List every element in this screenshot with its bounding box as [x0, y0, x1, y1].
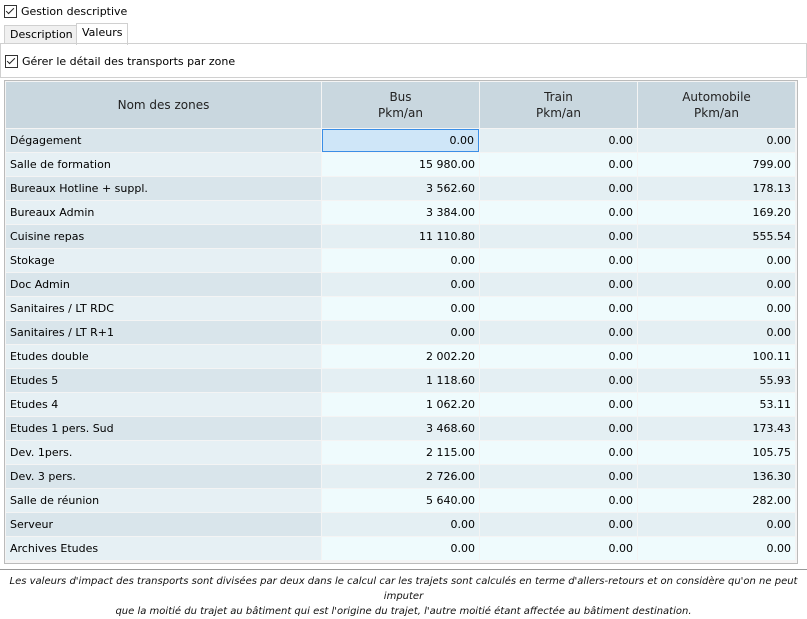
- value-cell[interactable]: 0.00: [480, 441, 637, 464]
- value-cell[interactable]: 0.00: [480, 177, 637, 200]
- header-text: Pkm/an: [536, 106, 581, 120]
- value-cell[interactable]: 0.00: [480, 273, 637, 296]
- value-cell[interactable]: 0.00: [638, 249, 795, 272]
- zone-name: Cuisine repas: [6, 225, 321, 248]
- separator: [0, 569, 807, 570]
- zone-name: Dégagement: [6, 129, 321, 152]
- value-cell[interactable]: 173.43: [638, 417, 795, 440]
- tab[interactable]: Description: [4, 25, 79, 44]
- value-cell[interactable]: 0.00: [480, 537, 637, 560]
- table: Nom des zones Bus Pkm/an Train Pkm/an Automob…: [4, 80, 798, 564]
- zone-name: Bureaux Admin: [6, 201, 321, 224]
- column-header: Nom des zones: [6, 82, 321, 128]
- zone-name: Sanitaires / LT R+1: [6, 321, 321, 344]
- value-cell[interactable]: 2 002.20: [322, 345, 479, 368]
- footnote-line: que la moitié du trajet au bâtiment qui …: [115, 606, 692, 617]
- header-text: Bus: [389, 90, 412, 104]
- value-cell[interactable]: 0.00: [480, 225, 637, 248]
- label: Gestion descriptive: [21, 5, 128, 18]
- value-cell[interactable]: 0.00: [638, 321, 795, 344]
- value-cell[interactable]: 0.00: [480, 129, 637, 152]
- zone-name: Etudes double: [6, 345, 321, 368]
- value-cell[interactable]: 2 726.00: [322, 465, 479, 488]
- value-cell[interactable]: 0.00: [638, 273, 795, 296]
- zone-name: Salle de réunion: [6, 489, 321, 512]
- value-cell[interactable]: 0.00: [322, 129, 479, 152]
- value-cell[interactable]: 0.00: [480, 201, 637, 224]
- value-cell[interactable]: 0.00: [638, 513, 795, 536]
- column-header: Train Pkm/an: [480, 82, 637, 128]
- header-text: Pkm/an: [694, 106, 739, 120]
- value-cell[interactable]: 0.00: [480, 513, 637, 536]
- column-header: Automobile Pkm/an: [638, 82, 795, 128]
- value-cell[interactable]: 55.93: [638, 369, 795, 392]
- value-cell[interactable]: 0.00: [480, 369, 637, 392]
- zone-name: Sanitaires / LT RDC: [6, 297, 321, 320]
- zone-name: Dev. 1pers.: [6, 441, 321, 464]
- zone-name: Etudes 4: [6, 393, 321, 416]
- zone-name: Serveur: [6, 513, 321, 536]
- zone-name: Etudes 1 pers. Sud: [6, 417, 321, 440]
- zone-name: Salle de formation: [6, 153, 321, 176]
- value-cell[interactable]: 100.11: [638, 345, 795, 368]
- value-cell[interactable]: 0.00: [322, 249, 479, 272]
- value-cell[interactable]: 555.54: [638, 225, 795, 248]
- header-text: Automobile: [682, 90, 751, 104]
- tab[interactable]: Valeurs: [76, 23, 129, 45]
- value-cell[interactable]: 1 062.20: [322, 393, 479, 416]
- value-cell[interactable]: 0.00: [480, 489, 637, 512]
- value-cell[interactable]: 5 640.00: [322, 489, 479, 512]
- value-cell[interactable]: 0.00: [322, 321, 479, 344]
- value-cell[interactable]: 0.00: [638, 129, 795, 152]
- value-cell[interactable]: 3 384.00: [322, 201, 479, 224]
- value-cell[interactable]: 0.00: [322, 537, 479, 560]
- value-cell[interactable]: 282.00: [638, 489, 795, 512]
- value-cell[interactable]: 0.00: [480, 417, 637, 440]
- value-cell[interactable]: 3 562.60: [322, 177, 479, 200]
- zone-name: Stokage: [6, 249, 321, 272]
- value-cell[interactable]: 0.00: [322, 513, 479, 536]
- header-text: Pkm/an: [378, 106, 423, 120]
- value-cell[interactable]: 0.00: [480, 249, 637, 272]
- value-cell[interactable]: 53.11: [638, 393, 795, 416]
- header-text: Train: [544, 90, 573, 104]
- zone-name: Archives Etudes: [6, 537, 321, 560]
- header-text: Nom des zones: [117, 98, 210, 112]
- value-cell[interactable]: 136.30: [638, 465, 795, 488]
- checkbox[interactable]: Gérer le détail des transports par zone: [5, 55, 235, 68]
- zone-name: Dev. 3 pers.: [6, 465, 321, 488]
- value-cell[interactable]: 0.00: [480, 321, 637, 344]
- value-cell[interactable]: 1 118.60: [322, 369, 479, 392]
- footnote: Les valeurs d'impact des transports sont…: [0, 574, 807, 619]
- zone-name: Bureaux Hotline + suppl.: [6, 177, 321, 200]
- value-cell[interactable]: 0.00: [480, 465, 637, 488]
- value-cell[interactable]: 105.75: [638, 441, 795, 464]
- value-cell[interactable]: 0.00: [638, 297, 795, 320]
- value-cell[interactable]: 0.00: [480, 153, 637, 176]
- value-cell[interactable]: 0.00: [638, 537, 795, 560]
- value-cell[interactable]: 799.00: [638, 153, 795, 176]
- value-cell[interactable]: 169.20: [638, 201, 795, 224]
- value-cell[interactable]: 3 468.60: [322, 417, 479, 440]
- value-cell[interactable]: 178.13: [638, 177, 795, 200]
- column-header: Bus Pkm/an: [322, 82, 479, 128]
- label: Gérer le détail des transports par zone: [22, 55, 236, 68]
- value-cell[interactable]: 0.00: [480, 393, 637, 416]
- value-cell[interactable]: 0.00: [322, 273, 479, 296]
- value-cell[interactable]: 2 115.00: [322, 441, 479, 464]
- value-cell[interactable]: 15 980.00: [322, 153, 479, 176]
- zone-name: Doc Admin: [6, 273, 321, 296]
- value-cell[interactable]: 0.00: [480, 297, 637, 320]
- value-cell[interactable]: 0.00: [480, 345, 637, 368]
- value-cell[interactable]: 11 110.80: [322, 225, 479, 248]
- checkbox[interactable]: Gestion descriptive: [4, 5, 127, 18]
- value-cell[interactable]: 0.00: [322, 297, 479, 320]
- footnote-line: Les valeurs d'impact des transports sont…: [9, 576, 798, 602]
- panel: Gérer le détail des transports par zone: [0, 43, 807, 78]
- zone-name: Etudes 5: [6, 369, 321, 392]
